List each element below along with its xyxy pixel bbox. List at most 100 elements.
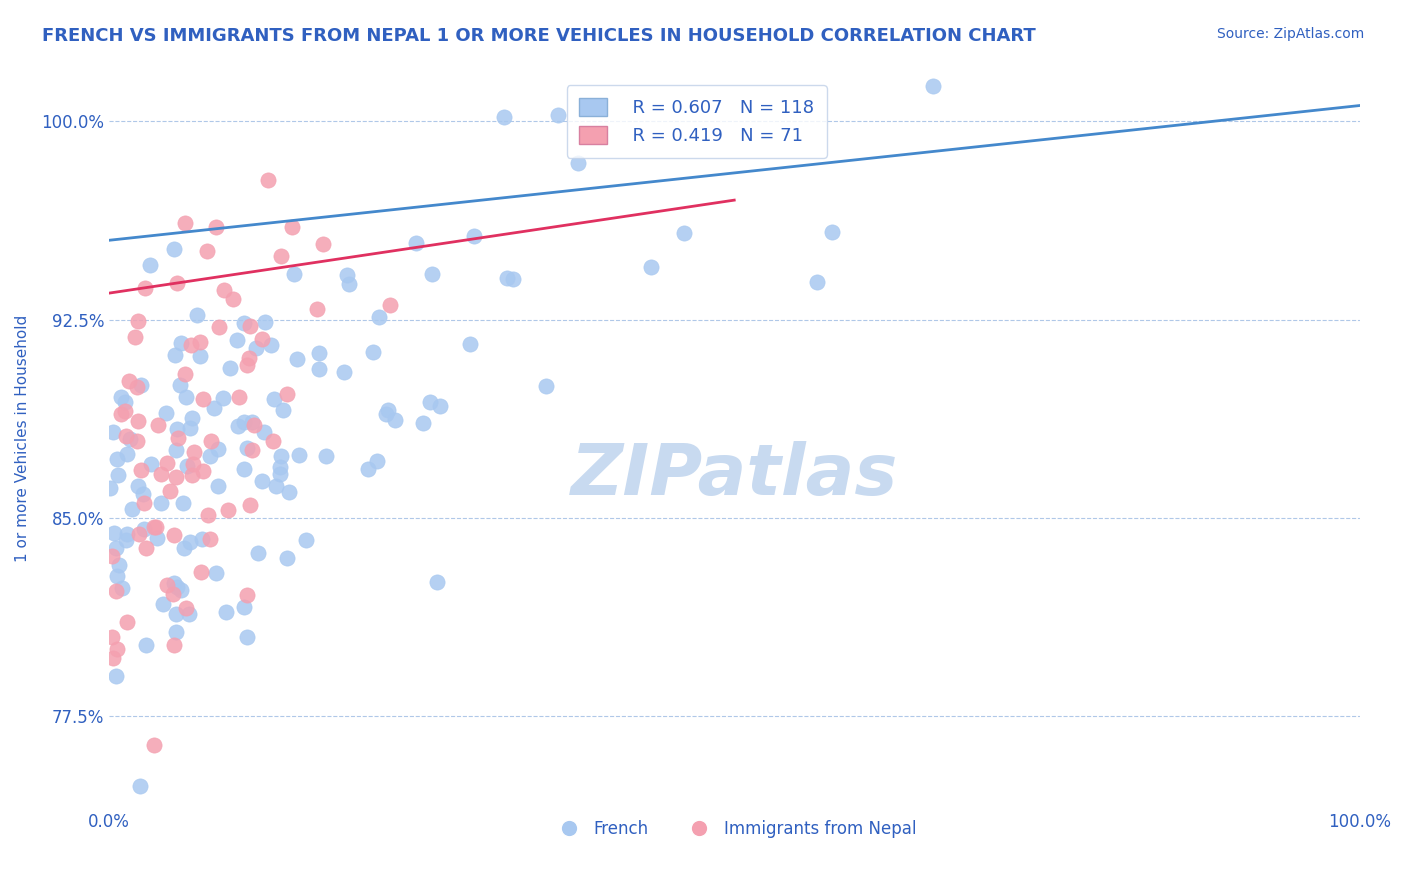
Point <box>107 467 129 482</box>
Point <box>222 292 245 306</box>
Point <box>208 319 231 334</box>
Point <box>226 333 249 347</box>
Point <box>190 566 212 580</box>
Point <box>127 314 149 328</box>
Point <box>195 244 218 258</box>
Point <box>156 456 179 470</box>
Point <box>239 498 262 512</box>
Point <box>236 358 259 372</box>
Point <box>366 453 388 467</box>
Point <box>115 533 138 548</box>
Point <box>458 336 481 351</box>
Point <box>156 578 179 592</box>
Point <box>197 508 219 523</box>
Point <box>235 630 257 644</box>
Point <box>183 445 205 459</box>
Point <box>132 496 155 510</box>
Point <box>105 569 128 583</box>
Point <box>673 226 696 240</box>
Point <box>105 668 128 682</box>
Point <box>165 625 187 640</box>
Point <box>132 487 155 501</box>
Point <box>236 589 259 603</box>
Point <box>101 549 124 563</box>
Point <box>114 429 136 443</box>
Point <box>166 277 188 291</box>
Point <box>121 502 143 516</box>
Point <box>278 485 301 500</box>
Point <box>242 417 264 432</box>
Point <box>207 442 229 456</box>
Point <box>228 419 250 434</box>
Point <box>139 258 162 272</box>
Point <box>166 422 188 436</box>
Point <box>245 342 267 356</box>
Point <box>374 407 396 421</box>
Point <box>285 352 308 367</box>
Point <box>547 108 569 122</box>
Point <box>173 541 195 556</box>
Point <box>163 575 186 590</box>
Point <box>162 587 184 601</box>
Point <box>105 541 128 555</box>
Point <box>232 600 254 615</box>
Point <box>269 460 291 475</box>
Point <box>378 298 401 312</box>
Point <box>135 638 157 652</box>
Point <box>166 580 188 594</box>
Point <box>170 335 193 350</box>
Point <box>202 401 225 415</box>
Point <box>188 334 211 349</box>
Point <box>269 467 291 481</box>
Point <box>212 391 235 405</box>
Point <box>821 225 844 239</box>
Point <box>125 434 148 448</box>
Point <box>174 216 197 230</box>
Point <box>357 462 380 476</box>
Point <box>117 447 139 461</box>
Point <box>260 338 283 352</box>
Point <box>254 315 277 329</box>
Point <box>337 277 360 292</box>
Point <box>238 351 260 366</box>
Point <box>240 442 263 457</box>
Point <box>232 316 254 330</box>
Legend: French, Immigrants from Nepal: French, Immigrants from Nepal <box>546 814 924 845</box>
Point <box>105 452 128 467</box>
Point <box>131 378 153 392</box>
Point <box>180 410 202 425</box>
Text: FRENCH VS IMMIGRANTS FROM NEPAL 1 OR MORE VEHICLES IN HOUSEHOLD CORRELATION CHAR: FRENCH VS IMMIGRANTS FROM NEPAL 1 OR MOR… <box>42 27 1036 45</box>
Point <box>176 458 198 473</box>
Point <box>105 642 128 657</box>
Point <box>492 110 515 124</box>
Point <box>174 367 197 381</box>
Point <box>412 416 434 430</box>
Point <box>250 332 273 346</box>
Point <box>191 464 214 478</box>
Point <box>101 425 124 439</box>
Point <box>336 268 359 282</box>
Point <box>186 308 208 322</box>
Point <box>233 462 256 476</box>
Point <box>233 415 256 429</box>
Point <box>308 361 330 376</box>
Point <box>163 242 186 256</box>
Point <box>333 365 356 379</box>
Point <box>172 496 194 510</box>
Point <box>149 467 172 482</box>
Point <box>174 390 197 404</box>
Point <box>246 546 269 560</box>
Point <box>262 434 284 449</box>
Point <box>536 379 558 393</box>
Point <box>120 432 142 446</box>
Point <box>118 374 141 388</box>
Point <box>253 425 276 440</box>
Y-axis label: 1 or more Vehicles in Household: 1 or more Vehicles in Household <box>15 315 30 562</box>
Point <box>111 581 134 595</box>
Point <box>263 392 285 406</box>
Point <box>128 780 150 794</box>
Point <box>179 534 201 549</box>
Point <box>236 441 259 455</box>
Point <box>181 457 204 471</box>
Point <box>295 533 318 548</box>
